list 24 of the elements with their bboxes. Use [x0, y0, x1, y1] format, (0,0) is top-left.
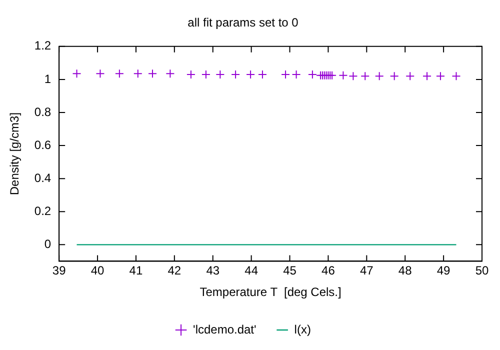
- y-tick-label: 1.2: [34, 38, 52, 53]
- x-tick-label: 46: [322, 264, 336, 278]
- x-tick-label: 42: [168, 264, 182, 278]
- x-tick-label: 48: [398, 264, 412, 278]
- x-tick-label: 41: [129, 264, 143, 278]
- y-axis-title: Density [g/cm3]: [8, 112, 22, 196]
- y-tick-label: 1: [44, 72, 52, 86]
- x-tick-label: 40: [90, 264, 105, 278]
- x-tick-label: 49: [436, 264, 451, 278]
- y-tick-label: 0.8: [34, 104, 52, 119]
- legend-label: 'lcdemo.dat': [193, 322, 256, 336]
- x-tick-label: 45: [283, 264, 297, 278]
- y-tick-label: 0.6: [34, 138, 52, 152]
- x-tick-label: 43: [206, 264, 220, 278]
- legend-label: l(x): [294, 322, 311, 336]
- chart-title: all fit params set to 0: [188, 16, 299, 30]
- x-tick-label: 47: [360, 264, 374, 278]
- x-axis-title: Temperature T [deg Cels.]: [200, 285, 342, 300]
- x-tick-label: 39: [52, 264, 66, 278]
- y-tick-label: 0: [44, 236, 52, 251]
- x-tick-label: 44: [244, 264, 258, 278]
- y-tick-label: 0.4: [34, 170, 52, 185]
- x-tick-label: 50: [475, 264, 489, 278]
- y-tick-label: 0.2: [34, 204, 52, 218]
